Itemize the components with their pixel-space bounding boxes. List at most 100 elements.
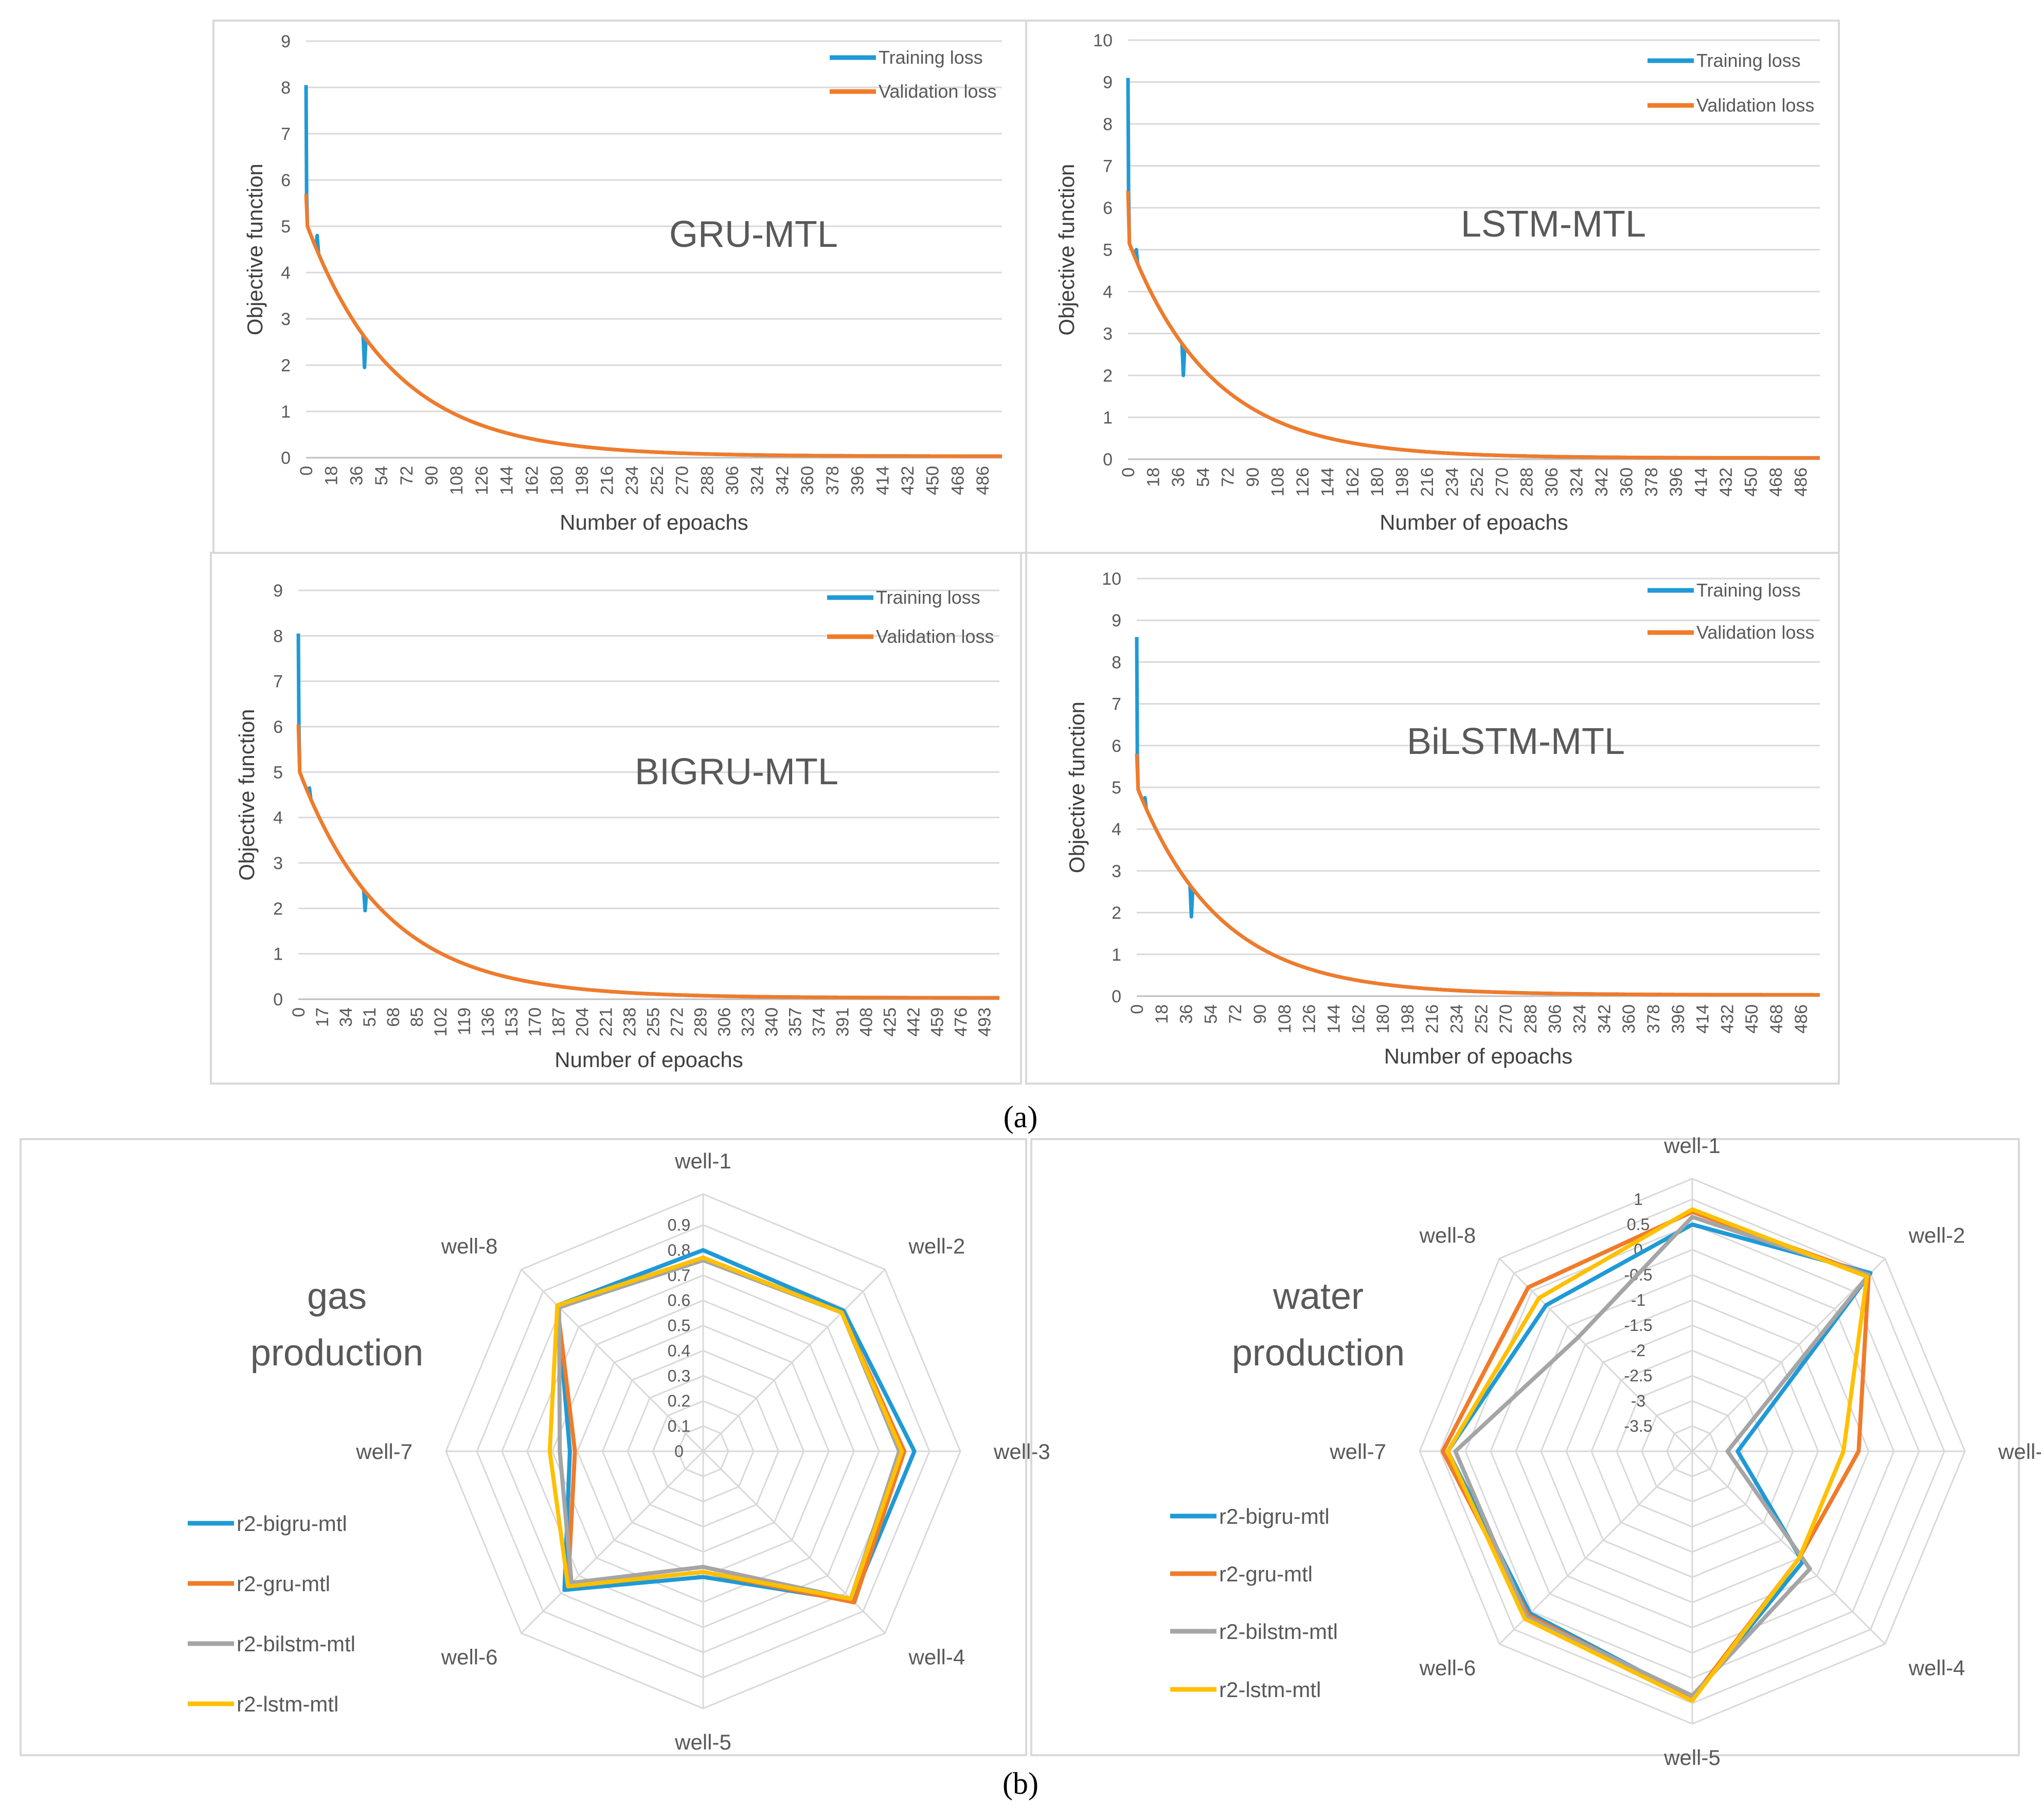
radar-axis-label: well-7 <box>1329 1439 1386 1464</box>
y-axis-label: Objective function <box>235 709 259 881</box>
x-tick-label: 252 <box>1467 467 1487 497</box>
x-tick-label: 340 <box>762 1007 781 1037</box>
y-tick-label: 2 <box>1112 904 1121 923</box>
panel-frame <box>210 552 1022 1085</box>
x-tick-label: 374 <box>809 1007 829 1037</box>
x-tick-label: 126 <box>1300 1004 1319 1034</box>
x-tick-label: 54 <box>1201 1004 1221 1024</box>
x-tick-label: 34 <box>336 1007 356 1027</box>
radar-tick-label: 1 <box>1634 1190 1643 1209</box>
radar-panels: 00.10.20.30.40.50.60.70.80.9well-1well-2… <box>20 1133 2041 1770</box>
x-axis-label: Number of epoachs <box>1380 510 1568 534</box>
radar-axis-label: well-2 <box>1908 1223 1965 1247</box>
x-tick-label: 288 <box>1521 1004 1541 1034</box>
legend-label-validation: Validation loss <box>876 626 994 647</box>
x-tick-label: 170 <box>526 1007 545 1037</box>
y-tick-label: 3 <box>273 854 283 873</box>
y-tick-label: 8 <box>1112 653 1121 672</box>
y-tick-label: 2 <box>1103 366 1113 386</box>
x-tick-label: 216 <box>1423 1004 1442 1034</box>
radar-axis-label: well-3 <box>993 1439 1050 1464</box>
x-tick-label: 493 <box>975 1007 994 1037</box>
x-tick-label: 216 <box>597 466 617 495</box>
legend-label-validation: Validation loss <box>1696 622 1814 643</box>
x-tick-label: 323 <box>739 1007 758 1037</box>
x-tick-label: 396 <box>1669 1004 1688 1034</box>
x-tick-label: 162 <box>522 466 542 495</box>
radar-tick-label: -1 <box>1631 1291 1645 1309</box>
y-tick-label: 9 <box>1112 611 1121 630</box>
radar-tick-label: 0.4 <box>668 1341 690 1360</box>
x-axis-label: Number of epoachs <box>560 510 748 534</box>
x-tick-label: 342 <box>773 466 792 495</box>
x-tick-label: 252 <box>648 466 667 495</box>
y-tick-label: 7 <box>1103 157 1113 176</box>
x-tick-label: 36 <box>1169 467 1188 487</box>
radar-axis-label: well-2 <box>908 1234 965 1258</box>
y-tick-label: 5 <box>273 763 283 782</box>
x-tick-label: 360 <box>1619 1004 1639 1034</box>
legend-label-training: Training loss <box>1696 580 1801 601</box>
x-tick-label: 255 <box>644 1007 664 1037</box>
x-tick-label: 90 <box>422 466 442 485</box>
x-tick-label: 432 <box>1716 467 1736 497</box>
panel-frame <box>1030 1138 2020 1756</box>
panel-title: BIGRU-MTL <box>635 751 838 792</box>
x-tick-label: 360 <box>1617 467 1636 497</box>
panel-frame <box>20 1138 1027 1756</box>
radar-axis-label: well-5 <box>1663 1745 1721 1770</box>
x-tick-label: 85 <box>407 1007 427 1027</box>
x-tick-label: 450 <box>1742 1004 1762 1034</box>
x-tick-label: 238 <box>620 1007 640 1037</box>
x-tick-label: 324 <box>748 466 767 495</box>
x-tick-label: 102 <box>431 1007 451 1037</box>
x-tick-label: 378 <box>823 466 843 495</box>
radar-tick-label: -3 <box>1631 1392 1645 1410</box>
x-tick-label: 360 <box>798 466 817 495</box>
radar-axis-label: well-3 <box>1998 1439 2041 1464</box>
y-tick-label: 6 <box>273 717 283 737</box>
x-tick-label: 234 <box>1442 467 1462 497</box>
y-tick-label: 7 <box>281 124 291 144</box>
x-tick-label: 18 <box>322 466 342 485</box>
x-tick-label: 68 <box>384 1007 403 1027</box>
legend-label-r2-lstm-mtl: r2-lstm-mtl <box>1219 1678 1321 1702</box>
x-tick-label: 378 <box>1644 1004 1663 1034</box>
y-tick-label: 1 <box>1112 945 1121 965</box>
x-tick-label: 324 <box>1567 467 1587 497</box>
x-tick-label: 144 <box>1318 467 1337 497</box>
radar-tick-label: 0.3 <box>668 1366 690 1385</box>
x-tick-label: 54 <box>1193 467 1213 487</box>
legend-label-training: Training loss <box>1696 50 1801 71</box>
y-tick-label: 8 <box>281 78 291 98</box>
validation-loss-line <box>1126 191 1820 460</box>
y-tick-label: 5 <box>1112 778 1121 798</box>
radar-axis-label: well-7 <box>355 1439 413 1464</box>
y-tick-label: 3 <box>1112 861 1121 881</box>
radar-axis-label: well-8 <box>441 1234 498 1258</box>
y-tick-label: 7 <box>1112 695 1121 714</box>
x-tick-label: 180 <box>1368 467 1387 497</box>
y-tick-label: 4 <box>1112 820 1121 839</box>
radar-tick-label: 0.2 <box>668 1392 690 1410</box>
x-tick-label: 108 <box>1268 467 1288 497</box>
x-tick-label: 180 <box>1373 1004 1393 1034</box>
radar-series-r2-bilstm-mtl <box>1453 1215 1871 1698</box>
legend-label-r2-bigru-mtl: r2-bigru-mtl <box>1219 1504 1330 1528</box>
x-axis-label: Number of epoachs <box>554 1048 743 1072</box>
legend-label-r2-bilstm-mtl: r2-bilstm-mtl <box>237 1632 355 1656</box>
x-tick-label: 0 <box>289 1007 309 1017</box>
x-tick-label: 108 <box>1275 1004 1295 1034</box>
radar-tick-label: 0.5 <box>1627 1215 1650 1234</box>
x-tick-label: 396 <box>1667 467 1686 497</box>
caption-b: (b) <box>1002 1767 1039 1800</box>
x-tick-label: 187 <box>549 1007 569 1037</box>
x-tick-label: 357 <box>785 1007 805 1037</box>
x-tick-label: 414 <box>1693 1004 1713 1034</box>
x-tick-label: 126 <box>1293 467 1313 497</box>
x-tick-label: 0 <box>1127 1004 1147 1014</box>
